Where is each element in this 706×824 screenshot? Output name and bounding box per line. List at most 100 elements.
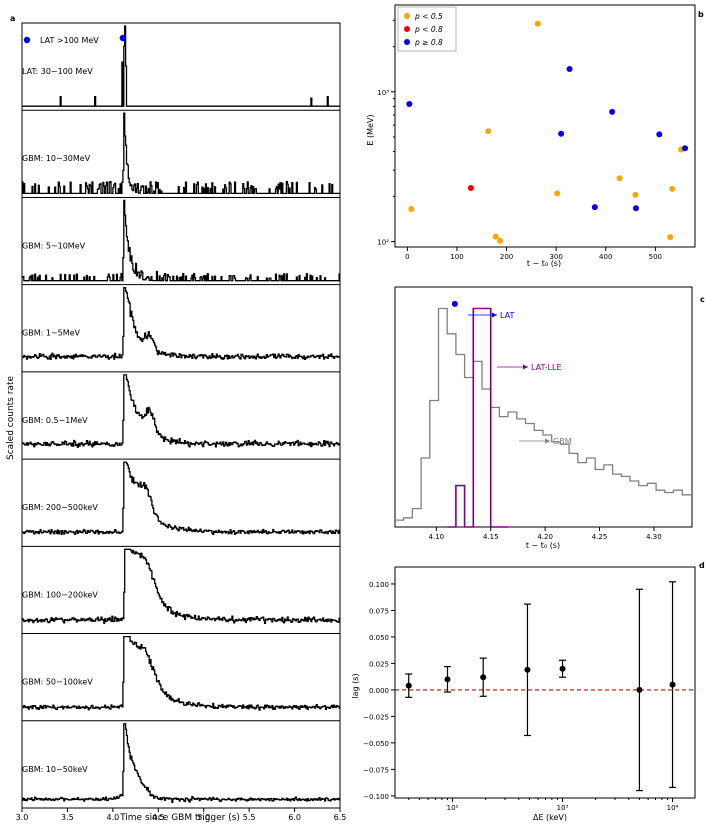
panel-a-xtick-label: 3.5: [61, 813, 74, 822]
lag-point: [524, 666, 531, 673]
light-curve-label: GBM: 100−200keV: [22, 590, 98, 599]
photon-point: [682, 145, 689, 152]
lag-point: [669, 681, 676, 688]
light-curve-label: GBM: 5−10MeV: [22, 241, 86, 250]
panel-letter-d: d: [699, 561, 705, 570]
photon-point: [616, 175, 623, 182]
panel-d-ytick-label: 0.000: [369, 687, 389, 695]
panel-a-frame: [21, 22, 341, 809]
photon-point: [566, 66, 573, 73]
panel-d-ytick-label: −0.075: [363, 766, 389, 774]
light-curve-trace: [22, 199, 340, 282]
light-curve-trace: [22, 723, 340, 804]
panel-letter-c: c: [700, 295, 705, 304]
panel-b-xtick-label: 400: [599, 253, 612, 261]
light-curve-trace: [22, 112, 340, 195]
photon-point: [485, 128, 492, 135]
panel-b-xtick-label: 0: [405, 253, 409, 261]
panel-d-xtick-label: 10³: [557, 804, 569, 812]
light-curve-trace: [22, 25, 340, 107]
lle-annotation-label: LAT-LLE: [531, 363, 562, 372]
legend-marker: [404, 26, 410, 32]
panel-d-ytick-label: 0.050: [369, 634, 389, 642]
panel-a-xlabel: Time since GBM trigger (s): [119, 813, 240, 823]
panel-b-xtick-label: 500: [649, 253, 662, 261]
legend-marker: [404, 39, 410, 45]
photon-point: [656, 131, 663, 138]
light-curve-label: GBM: 200−500keV: [22, 503, 98, 512]
light-curve-trace: [22, 635, 340, 711]
panel-b-photon-energies: 0 100 200 300 400 500 10² 10³ p < 0.5 p < 0.8 p ≥ …: [377, 4, 696, 261]
panel-d-ytick-label: 0.025: [369, 660, 389, 668]
photon-point: [408, 206, 415, 213]
gbm-annotation-label: GBM: [553, 437, 572, 446]
panel-b-xtick-label: 200: [500, 253, 513, 261]
photon-point: [609, 108, 616, 115]
legend-label: p < 0.8: [414, 25, 443, 34]
panel-a-xtick-label: 4.0: [106, 813, 119, 822]
panel-a-xtick-label: 3.0: [16, 813, 29, 822]
panel-d-ytick-label: −0.025: [363, 713, 389, 721]
panel-letter-b: b: [698, 10, 704, 19]
panel-d-xtick-label: 10²: [447, 804, 459, 812]
lat-photon-marker: [119, 34, 127, 42]
panel-b-ytick-label: 10³: [377, 89, 389, 97]
light-curve-trace: [22, 548, 340, 625]
panel-c-zoom: LAT LAT-LLE GBM 4.10 4.15 4.20 4.25 4.30: [394, 286, 693, 541]
light-curve-label: GBM: 50−100keV: [22, 678, 93, 687]
lag-point: [444, 676, 451, 683]
panel-b-xlabel: t − t₀ (s): [527, 259, 561, 268]
light-curve-trace: [22, 461, 340, 536]
lat-photon-point: [451, 300, 458, 307]
panel-a-xtick-label: 6.5: [334, 813, 347, 822]
panel-b-xtick-label: 100: [450, 253, 463, 261]
lag-point: [480, 674, 487, 681]
panel-b-xtick-label: 300: [549, 253, 562, 261]
panel-b-frame: [394, 4, 696, 248]
panel-a-light-curves: LAT: 30−100 MeV GBM: 10−30MeV GBM: 5−10MeV…: [16, 22, 347, 822]
panel-c-xtick-label: 4.25: [592, 533, 608, 541]
photon-point: [467, 184, 474, 191]
light-curve-label: GBM: 1−5MeV: [22, 329, 81, 338]
legend-marker: [404, 13, 410, 19]
light-curve-trace: [22, 287, 340, 360]
panel-c-xlabel: t − t₀ (s): [526, 541, 560, 550]
gbm-step-curve: [395, 307, 692, 521]
photon-point: [558, 130, 565, 137]
panel-c-frame: [394, 286, 693, 528]
photon-point: [554, 190, 561, 197]
gbm-annotation-arrowhead: [545, 438, 550, 444]
panel-b-ytick-label: 10²: [377, 239, 389, 247]
light-curve-label: GBM: 0.5−1MeV: [22, 416, 88, 425]
panel-a-xtick-label: 6.0: [288, 813, 301, 822]
lag-point: [559, 665, 566, 672]
panel-d-ytick-label: −0.050: [363, 740, 389, 748]
panel-d-ytick-label: 0.075: [369, 607, 389, 615]
lat-annotation-arrowhead: [492, 312, 497, 318]
photon-point: [534, 20, 541, 27]
panel-d-frame: [394, 566, 696, 799]
panel-d-lags: −0.100 −0.075 −0.050 −0.025 0.000 0.025 0.050 0…: [363, 566, 696, 812]
lag-point: [405, 682, 412, 689]
lle-annotation-arrowhead: [523, 364, 528, 370]
light-curve-trace: [22, 374, 340, 448]
panel-a-xtick-label: 4.5: [152, 813, 165, 822]
photon-point: [632, 191, 639, 198]
lat-lle-step-curve: [447, 307, 509, 528]
panel-d-xlabel: ΔE (keV): [533, 813, 567, 822]
lag-point: [636, 686, 643, 693]
lat-legend-marker: [23, 36, 31, 44]
panel-c-xtick-label: 4.15: [483, 533, 499, 541]
photon-point: [669, 185, 676, 192]
panel-letter-a: a: [10, 14, 15, 23]
panel-d-ytick-label: −0.100: [363, 793, 389, 801]
photon-point: [591, 204, 598, 211]
photon-point: [497, 237, 504, 244]
panel-a-ylabel: Scaled counts rate: [6, 376, 16, 460]
light-curve-label: GBM: 10−30MeV: [22, 154, 91, 163]
panel-a-xtick-label: 5.5: [243, 813, 256, 822]
photon-point: [492, 233, 499, 240]
panel-d-xtick-label: 10⁴: [667, 804, 679, 812]
photon-point: [406, 100, 413, 107]
